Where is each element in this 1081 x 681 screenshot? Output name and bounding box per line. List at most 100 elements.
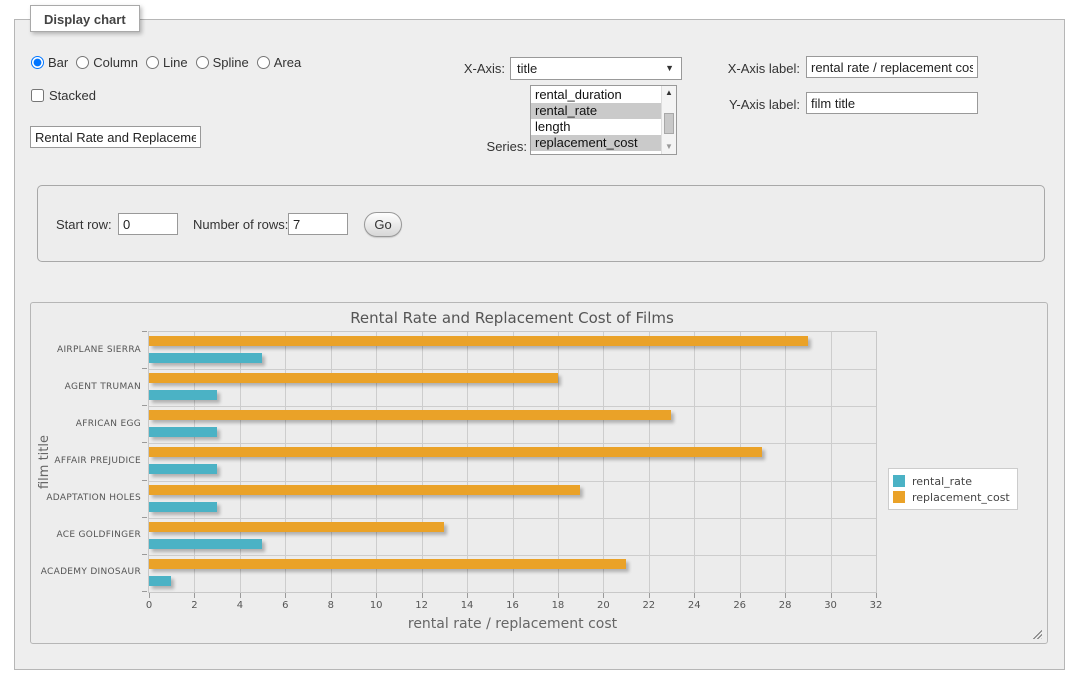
- x-tick-mark: [376, 593, 377, 598]
- bar-rental_rate: [149, 427, 217, 437]
- x-tick-mark: [285, 593, 286, 598]
- bar-replacement_cost: [149, 373, 558, 383]
- chart-type-option-column[interactable]: Column: [76, 55, 138, 70]
- chart-type-label: Area: [274, 55, 301, 70]
- horizontal-gridline: [149, 369, 876, 370]
- bar-rental_rate: [149, 576, 171, 586]
- row-range-panel: Start row: Number of rows: Go: [37, 185, 1045, 262]
- chart-type-label: Column: [93, 55, 138, 70]
- chart-type-radio-line[interactable]: [146, 56, 159, 69]
- y-axis-field-label: Y-Axis label:: [698, 97, 800, 112]
- horizontal-gridline: [149, 518, 876, 519]
- chart-type-option-spline[interactable]: Spline: [196, 55, 249, 70]
- vertical-gridline: [785, 332, 786, 592]
- x-tick-mark: [331, 593, 332, 598]
- x-tick-label: 14: [455, 600, 479, 611]
- x-tick-mark: [422, 593, 423, 598]
- x-tick-label: 30: [819, 600, 843, 611]
- bar-replacement_cost: [149, 485, 580, 495]
- horizontal-gridline: [149, 406, 876, 407]
- stacked-option[interactable]: Stacked: [31, 88, 96, 103]
- category-label: ACE GOLDFINGER: [31, 530, 141, 540]
- chart-container: Rental Rate and Replacement Cost of Film…: [30, 302, 1048, 644]
- bar-rental_rate: [149, 353, 262, 363]
- x-tick-mark: [876, 593, 877, 598]
- category-label: ADAPTATION HOLES: [31, 493, 141, 503]
- start-row-input[interactable]: [118, 213, 178, 235]
- y-tick-mark: [142, 591, 147, 592]
- y-tick-mark: [142, 480, 147, 481]
- x-axis-select[interactable]: title ▼: [510, 57, 682, 80]
- legend-label: replacement_cost: [912, 491, 1010, 504]
- listbox-option-rental_rate[interactable]: rental_rate: [531, 103, 661, 119]
- listbox-option-rental_duration[interactable]: rental_duration: [531, 87, 661, 103]
- vertical-gridline: [422, 332, 423, 592]
- scroll-up-icon[interactable]: ▲: [662, 87, 676, 99]
- legend-entry-replacement_cost: replacement_cost: [893, 489, 1010, 505]
- scroll-down-icon[interactable]: ▼: [662, 141, 676, 153]
- chart-type-option-area[interactable]: Area: [257, 55, 301, 70]
- x-tick-label: 6: [273, 600, 297, 611]
- series-listbox[interactable]: rental_durationrental_ratelengthreplacem…: [530, 85, 677, 155]
- category-label: AGENT TRUMAN: [31, 382, 141, 392]
- x-tick-label: 24: [682, 600, 706, 611]
- y-tick-mark: [142, 331, 147, 332]
- vertical-gridline: [740, 332, 741, 592]
- x-tick-mark: [194, 593, 195, 598]
- category-label: AFRICAN EGG: [31, 419, 141, 429]
- scrollbar-thumb[interactable]: [664, 113, 674, 134]
- chart-type-radio-area[interactable]: [257, 56, 270, 69]
- plot-area: [148, 331, 877, 593]
- stacked-label: Stacked: [49, 88, 96, 103]
- go-button[interactable]: Go: [364, 212, 402, 237]
- chart-type-radio-column[interactable]: [76, 56, 89, 69]
- y-axis-label-input[interactable]: [806, 92, 978, 114]
- bar-replacement_cost: [149, 522, 444, 532]
- vertical-gridline: [240, 332, 241, 592]
- stacked-checkbox[interactable]: [31, 89, 44, 102]
- chart-title-input[interactable]: [30, 126, 201, 148]
- chart-type-option-line[interactable]: Line: [146, 55, 188, 70]
- x-tick-label: 22: [637, 600, 661, 611]
- chevron-down-icon: ▼: [665, 64, 674, 73]
- resize-handle-icon[interactable]: [1031, 628, 1042, 639]
- category-label: AFFAIR PREJUDICE: [31, 456, 141, 466]
- chart-type-radio-bar[interactable]: [31, 56, 44, 69]
- x-tick-label: 2: [182, 600, 206, 611]
- listbox-option-replacement_cost[interactable]: replacement_cost: [531, 135, 661, 151]
- chart-legend: rental_rate replacement_cost: [888, 468, 1018, 510]
- bar-replacement_cost: [149, 336, 808, 346]
- series-label: Series:: [445, 139, 527, 154]
- vertical-gridline: [558, 332, 559, 592]
- legend-label: rental_rate: [912, 475, 972, 488]
- x-tick-mark: [558, 593, 559, 598]
- x-tick-mark: [240, 593, 241, 598]
- listbox-scrollbar[interactable]: ▲ ▼: [661, 86, 676, 154]
- chart-type-radio-group: Bar Column Line Spline Area: [31, 55, 309, 70]
- bar-replacement_cost: [149, 410, 671, 420]
- horizontal-gridline: [149, 481, 876, 482]
- bar-rental_rate: [149, 539, 262, 549]
- y-tick-mark: [142, 517, 147, 518]
- y-tick-mark: [142, 405, 147, 406]
- x-tick-mark: [467, 593, 468, 598]
- x-axis-field-label: X-Axis label:: [698, 61, 800, 76]
- x-tick-label: 8: [319, 600, 343, 611]
- chart-type-option-bar[interactable]: Bar: [31, 55, 68, 70]
- chart-title: Rental Rate and Replacement Cost of Film…: [31, 309, 993, 327]
- series-options: rental_durationrental_ratelengthreplacem…: [531, 87, 661, 151]
- listbox-option-length[interactable]: length: [531, 119, 661, 135]
- legend-swatch-rental_rate: [893, 475, 905, 487]
- vertical-gridline: [467, 332, 468, 592]
- chart-type-radio-spline[interactable]: [196, 56, 209, 69]
- chart-type-label: Line: [163, 55, 188, 70]
- x-tick-mark: [694, 593, 695, 598]
- x-tick-mark: [603, 593, 604, 598]
- num-rows-input[interactable]: [288, 213, 348, 235]
- x-tick-label: 0: [137, 600, 161, 611]
- y-tick-mark: [142, 554, 147, 555]
- x-axis-label-input[interactable]: [806, 56, 978, 78]
- vertical-gridline: [194, 332, 195, 592]
- category-label: AIRPLANE SIERRA: [31, 345, 141, 355]
- page: Display chart BarColumnLineSplineArea St…: [0, 0, 1081, 681]
